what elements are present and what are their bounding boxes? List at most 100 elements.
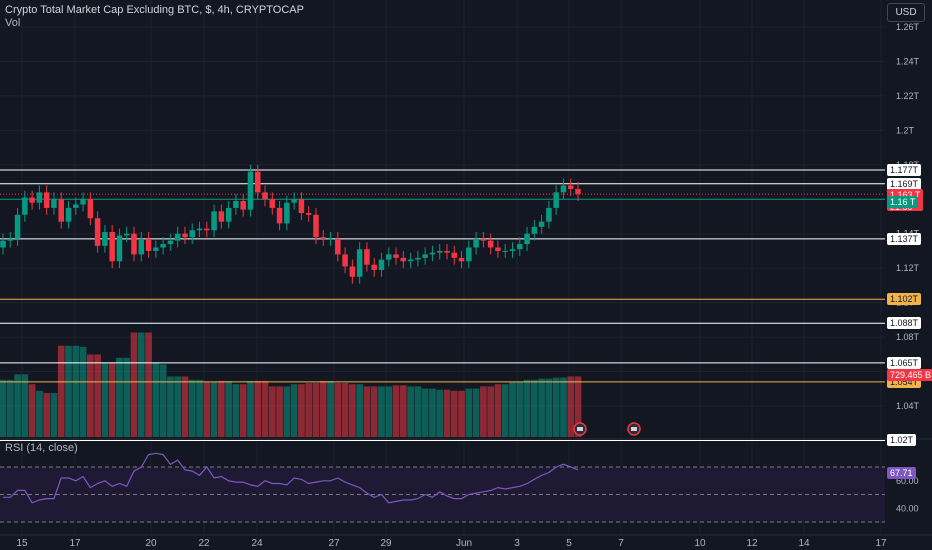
candle-body-72 [524, 233, 530, 245]
candle-body-48 [349, 266, 356, 277]
candle-body-46 [335, 238, 341, 255]
price-tick-9: 1.08T [896, 332, 920, 342]
time-tick-12: 12 [746, 538, 758, 549]
time-tick-13: 14 [798, 538, 810, 549]
candle-body-12 [87, 199, 94, 219]
volume-bar-74 [538, 378, 545, 437]
candle-body-75 [546, 207, 552, 222]
volume-bar-50 [363, 386, 371, 437]
candle-body-31 [225, 207, 232, 222]
volume-bar-23 [167, 376, 174, 437]
candle-body-50 [364, 249, 370, 265]
volume-tag: 729.465 B [887, 369, 932, 381]
candle-body-43 [313, 214, 319, 238]
volume-bar-19 [137, 332, 145, 437]
volume-bar-59 [429, 388, 436, 437]
candle-body-69 [502, 250, 508, 252]
time-tick-3: 22 [198, 538, 210, 549]
volume-bar-20 [145, 332, 152, 437]
symbol-title: Crypto Total Market Cap Excluding BTC, $… [5, 4, 304, 16]
volume-bar-36 [261, 380, 269, 437]
volume-bar-37 [268, 386, 276, 437]
volume-bar-49 [356, 384, 363, 437]
candle-body-60 [436, 250, 443, 253]
volume-bar-31 [225, 380, 232, 437]
volume-bar-72 [523, 379, 531, 437]
candle-body-5 [36, 192, 43, 203]
rsi-tick-1: 40.00 [896, 503, 919, 513]
volume-bar-5 [36, 390, 43, 437]
candle-body-73 [531, 226, 538, 234]
volume-bar-48 [349, 384, 356, 437]
candle-body-58 [422, 254, 428, 258]
candle-body-28 [204, 228, 210, 231]
candle-body-57 [415, 257, 421, 260]
event-flag-glyph-1 [631, 427, 637, 431]
candle-body-19 [138, 238, 145, 255]
currency-button[interactable]: USD [887, 3, 925, 22]
candle-body-66 [480, 238, 487, 241]
candle-body-55 [400, 257, 407, 262]
candle-body-40 [291, 199, 297, 203]
candle-body-42 [305, 213, 312, 215]
rsi-tick-0: 60.00 [896, 476, 919, 486]
volume-bar-16 [116, 357, 123, 437]
rsi-line [3, 452, 579, 504]
candle-body-23 [167, 240, 174, 245]
price-tick-7: 1.12T [896, 263, 920, 273]
candle-body-21 [153, 247, 159, 251]
candle-body-78 [567, 185, 574, 189]
candle-body-64 [466, 247, 472, 262]
volume-bar-29 [210, 382, 218, 437]
candle-body-27 [196, 228, 203, 231]
candle-body-15 [109, 232, 115, 262]
candle-body-0 [0, 240, 6, 248]
volume-bar-40 [290, 384, 298, 437]
time-tick-9: 5 [566, 538, 572, 549]
volume-bar-47 [341, 383, 349, 437]
candle-body-65 [473, 238, 479, 248]
time-tick-11: 10 [694, 538, 706, 549]
volume-bar-32 [232, 384, 240, 437]
volume-bar-45 [327, 380, 334, 437]
candle-body-29 [211, 211, 217, 231]
candle-body-34 [247, 171, 254, 210]
volume-bar-6 [43, 393, 51, 437]
volume-bar-57 [414, 386, 422, 437]
rsi-current-tag: 67.71 [887, 467, 916, 480]
volume-bar-22 [159, 364, 167, 437]
price-tick-0: 1.26T [896, 22, 920, 32]
volume-bar-39 [283, 386, 291, 437]
candle-body-1 [7, 238, 14, 241]
volume-bar-55 [399, 385, 407, 437]
candle-body-26 [189, 230, 196, 238]
candle-body-63 [458, 257, 465, 262]
volume-bar-54 [392, 385, 400, 437]
candle-body-25 [182, 233, 188, 238]
candle-body-76 [553, 192, 559, 208]
rsi-title: RSI (14, close) [5, 442, 78, 454]
candle-body-22 [160, 244, 166, 248]
level-tag-1: 1.169T [887, 177, 922, 190]
volume-bar-4 [28, 384, 36, 437]
volume-bar-75 [545, 378, 553, 437]
candle-body-51 [371, 264, 377, 270]
volume-bar-77 [560, 377, 567, 437]
volume-bar-34 [247, 380, 254, 437]
candle-body-71 [517, 244, 523, 250]
volume-bar-1 [6, 379, 14, 437]
time-tick-1: 17 [69, 538, 81, 549]
volume-bar-17 [123, 357, 131, 437]
candle-body-2 [14, 214, 21, 239]
volume-bar-0 [0, 379, 7, 437]
volume-bar-76 [552, 377, 560, 437]
volume-bar-78 [567, 376, 575, 437]
level-tag-4: 1.088T [887, 317, 922, 330]
candle-body-33 [240, 200, 246, 210]
volume-bar-10 [72, 345, 80, 437]
time-tick-0: 15 [16, 538, 28, 549]
volume-bar-52 [378, 386, 385, 437]
volume-bar-51 [370, 386, 378, 437]
